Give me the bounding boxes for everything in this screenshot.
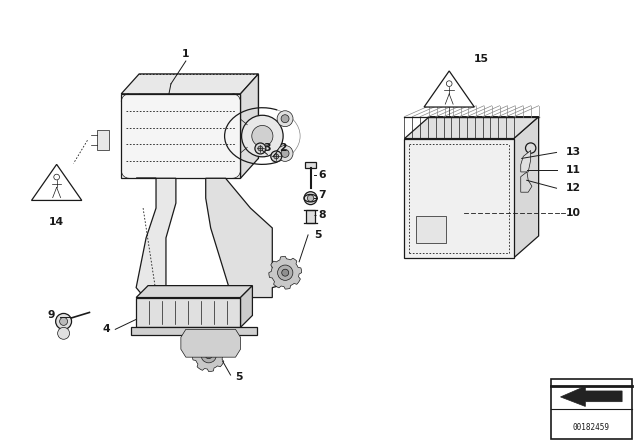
Circle shape — [255, 143, 266, 154]
Polygon shape — [514, 116, 539, 258]
Polygon shape — [31, 164, 82, 200]
Polygon shape — [561, 386, 622, 406]
Polygon shape — [136, 297, 241, 327]
Text: 15: 15 — [474, 54, 488, 64]
Polygon shape — [305, 162, 316, 168]
Circle shape — [201, 348, 216, 363]
Text: 3: 3 — [264, 143, 271, 154]
Circle shape — [241, 115, 283, 157]
Circle shape — [525, 143, 536, 153]
Text: 6: 6 — [318, 170, 326, 180]
Polygon shape — [181, 329, 241, 357]
Text: 2: 2 — [280, 143, 287, 154]
Text: 00182459: 00182459 — [573, 423, 610, 432]
Polygon shape — [241, 286, 252, 327]
Polygon shape — [97, 130, 109, 150]
Text: 4: 4 — [102, 324, 110, 334]
Text: 14: 14 — [49, 217, 64, 227]
Text: 10: 10 — [566, 208, 581, 218]
Text: 7: 7 — [318, 190, 326, 200]
Circle shape — [258, 146, 263, 151]
Text: 1: 1 — [182, 49, 189, 59]
Polygon shape — [521, 151, 531, 172]
Circle shape — [304, 192, 317, 205]
Polygon shape — [136, 178, 176, 300]
Polygon shape — [205, 178, 290, 297]
Polygon shape — [241, 74, 259, 178]
Circle shape — [281, 115, 289, 123]
Text: 5: 5 — [235, 372, 243, 382]
Polygon shape — [550, 379, 632, 439]
Polygon shape — [121, 74, 259, 94]
Polygon shape — [417, 216, 446, 243]
Polygon shape — [121, 94, 241, 178]
Circle shape — [252, 125, 273, 146]
Circle shape — [60, 318, 68, 325]
Polygon shape — [306, 210, 315, 223]
Circle shape — [56, 314, 72, 329]
Text: 12: 12 — [566, 183, 581, 193]
Polygon shape — [424, 71, 474, 107]
Polygon shape — [192, 339, 225, 371]
Polygon shape — [404, 138, 514, 258]
Circle shape — [281, 150, 289, 157]
Polygon shape — [404, 116, 539, 138]
Circle shape — [274, 154, 279, 159]
Circle shape — [282, 269, 289, 276]
Text: 5: 5 — [314, 230, 322, 240]
Polygon shape — [131, 327, 257, 335]
Circle shape — [278, 265, 293, 280]
Text: 9: 9 — [48, 310, 56, 320]
Circle shape — [277, 111, 293, 127]
Text: 8: 8 — [318, 210, 326, 220]
Text: 11: 11 — [566, 165, 581, 175]
Polygon shape — [136, 286, 252, 297]
Circle shape — [277, 146, 293, 161]
Circle shape — [205, 352, 212, 359]
Circle shape — [307, 195, 314, 201]
Polygon shape — [521, 172, 532, 192]
Polygon shape — [139, 74, 259, 159]
Circle shape — [271, 151, 282, 162]
Polygon shape — [269, 256, 301, 289]
Text: 13: 13 — [566, 147, 581, 157]
Circle shape — [58, 327, 70, 339]
